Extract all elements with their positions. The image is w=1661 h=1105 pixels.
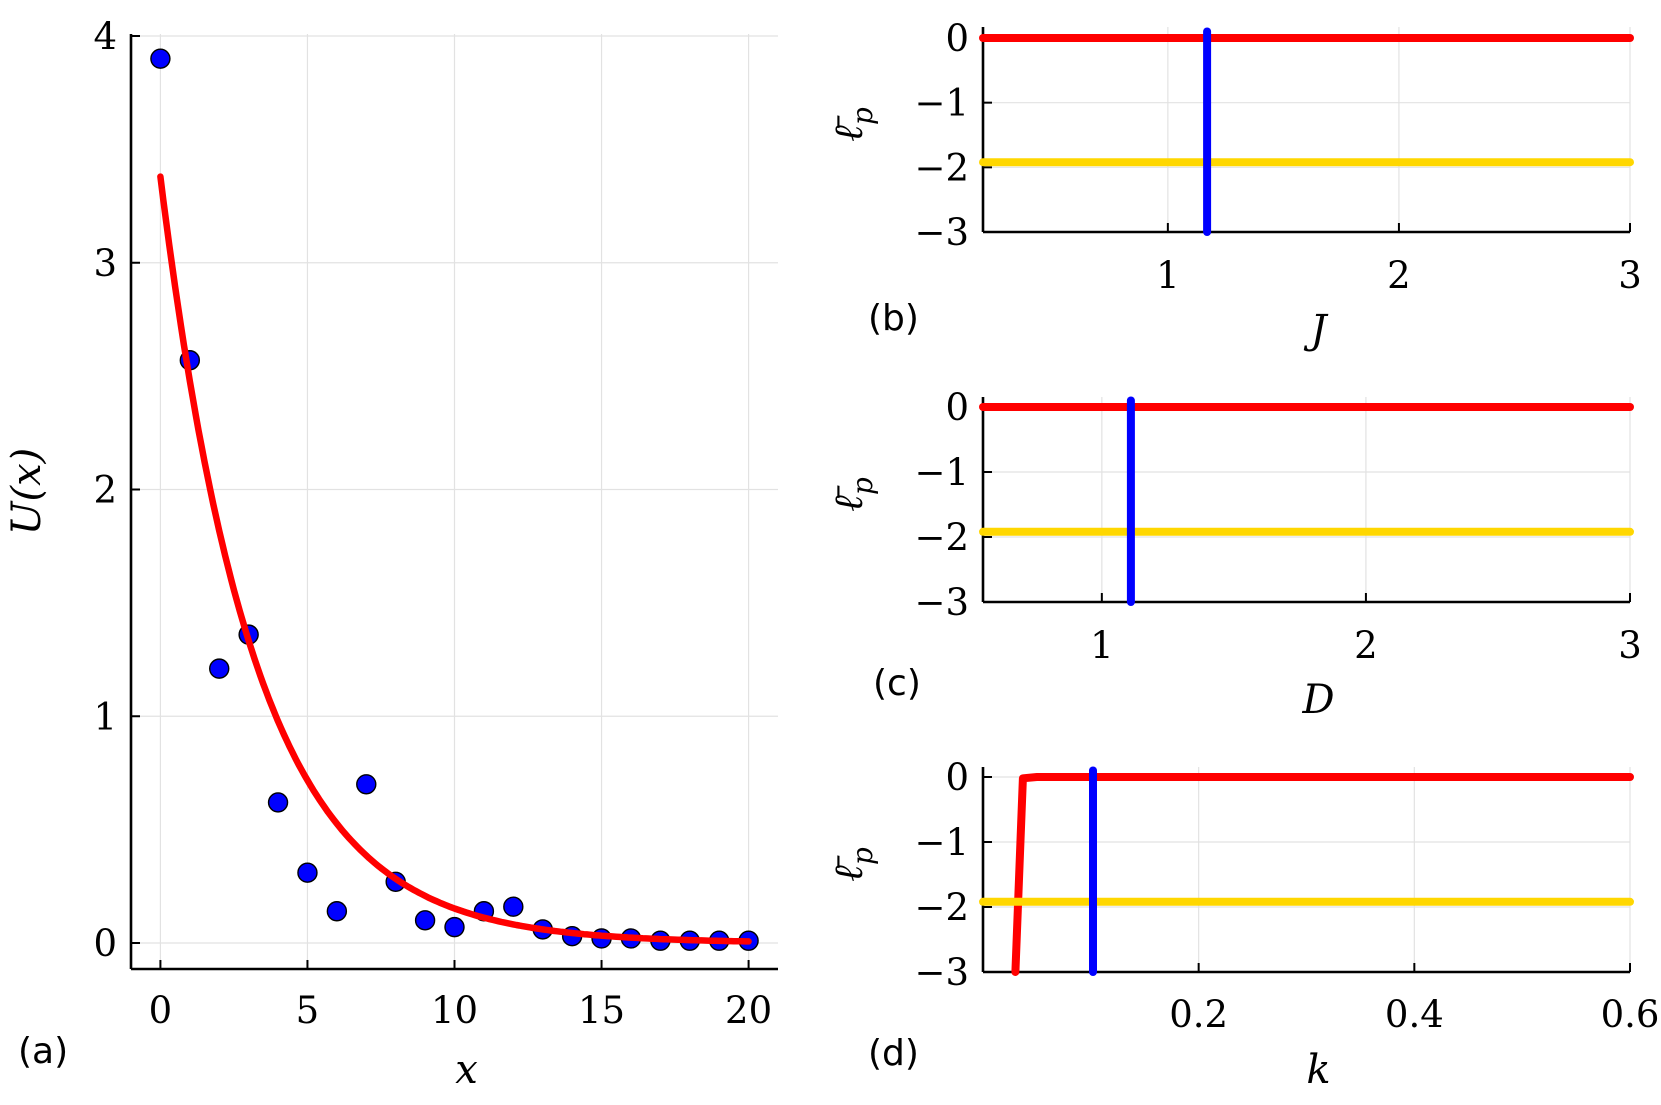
x-tick-label: 1 <box>1156 254 1180 297</box>
x-tick-label: 3 <box>1618 624 1642 667</box>
y-tick-label: −3 <box>914 211 969 254</box>
y-tick-label: 1 <box>93 695 117 738</box>
y-tick-label: 2 <box>93 469 117 512</box>
x-tick-label: 10 <box>431 989 478 1032</box>
y-axis-label-sub: p <box>846 107 879 125</box>
y-axis-label: ℓ̄p <box>826 107 879 142</box>
y-tick-label: −2 <box>914 886 969 929</box>
panel-d: 0.2 0.4 0.6 0 −1 −2 −3 k ℓ̄p (d) <box>826 756 1659 1093</box>
data-point <box>414 910 436 931</box>
panel-label: (d) <box>868 1033 919 1074</box>
y-tick-label: −2 <box>914 146 969 189</box>
data-point <box>150 48 171 69</box>
panel-b: 1 2 3 0 −1 −2 −3 Jℓ̄p (b) <box>826 17 1642 353</box>
x-axis-label: D <box>1301 677 1334 723</box>
y-tick-label: −3 <box>914 581 969 624</box>
panel-c: 1 2 3 0 −1 −2 −3 Dℓ̄p (c) <box>826 386 1642 723</box>
data-point <box>297 862 318 883</box>
y-axis-label: ℓ̄p <box>826 847 879 882</box>
data-point <box>503 896 524 917</box>
x-tick-label: 0 <box>149 989 173 1032</box>
data-point <box>356 774 377 795</box>
y-tick-label: 0 <box>945 756 969 799</box>
x-axis-label: k <box>1306 1047 1330 1093</box>
panel-label: (c) <box>873 663 921 704</box>
x-tick-label: 0.4 <box>1385 993 1444 1036</box>
y-tick-label: −1 <box>914 82 969 125</box>
x-axis-label: J <box>1303 307 1328 353</box>
y-tick-label: 0 <box>945 17 969 60</box>
x-tick-label: 2 <box>1354 624 1378 667</box>
x-tick-label: 3 <box>1618 254 1642 297</box>
data-point <box>326 901 348 922</box>
y-tick-label: −1 <box>914 821 969 864</box>
y-axis-label-sub: p <box>846 477 879 495</box>
panel-label: (b) <box>868 298 919 339</box>
x-tick-label: 0.6 <box>1601 993 1660 1036</box>
data-point <box>209 658 230 679</box>
y-axis-label: U(x) <box>4 448 50 535</box>
x-axis-label: x <box>455 1047 478 1093</box>
series-line-red <box>1011 773 1634 976</box>
y-tick-label: 0 <box>945 386 969 429</box>
data-point <box>267 792 289 813</box>
y-tick-label: −2 <box>914 516 969 559</box>
panel-label: (a) <box>18 1031 68 1072</box>
x-tick-label: 2 <box>1387 254 1411 297</box>
panel-a: 0 5 10 15 20 0 1 2 3 4 x U(x) (a) <box>4 15 778 1093</box>
y-tick-label: 4 <box>93 15 117 58</box>
y-tick-label: 0 <box>93 922 117 965</box>
y-tick-label: −3 <box>914 951 969 994</box>
x-tick-label: 20 <box>725 989 772 1032</box>
x-tick-label: 1 <box>1090 624 1114 667</box>
y-axis-label: ℓ̄p <box>826 477 879 512</box>
fit-line <box>157 173 752 945</box>
y-axis-label-sub: p <box>846 847 879 865</box>
y-tick-label: −1 <box>914 451 969 494</box>
x-tick-label: 0.2 <box>1169 993 1228 1036</box>
x-tick-label: 5 <box>296 989 320 1032</box>
x-tick-label: 15 <box>578 989 625 1032</box>
data-point <box>444 916 465 938</box>
y-tick-label: 3 <box>93 242 117 285</box>
